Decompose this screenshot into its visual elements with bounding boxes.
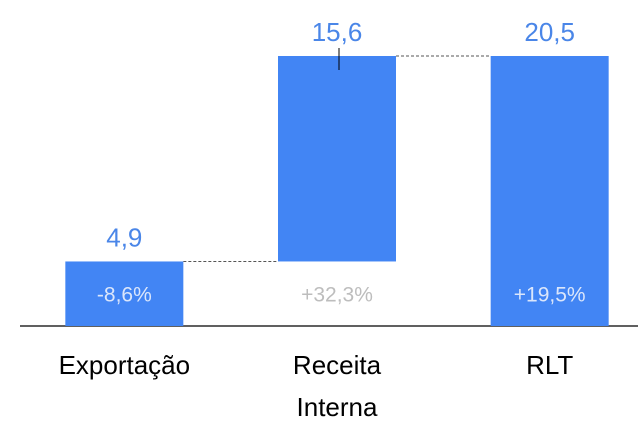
annotation: +32,3% xyxy=(301,284,373,307)
x-tick-label: Receita Interna xyxy=(293,350,382,422)
bar xyxy=(490,56,609,326)
value-label: 15,6 xyxy=(312,17,363,47)
bar xyxy=(65,261,184,326)
x-tick-label: Exportação xyxy=(59,350,191,380)
x-tick-label: RLT xyxy=(526,350,573,380)
bar xyxy=(278,56,396,262)
value-label: 20,5 xyxy=(524,17,575,47)
annotation: -8,6% xyxy=(97,284,152,307)
annotation: +19,5% xyxy=(514,284,586,307)
value-label: 4,9 xyxy=(106,222,142,252)
